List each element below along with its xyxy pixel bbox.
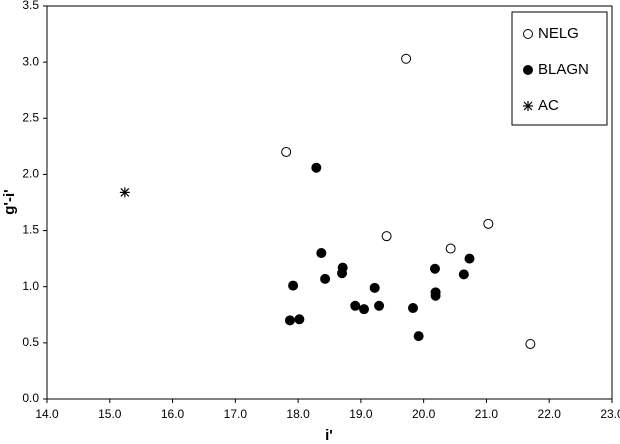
point (320, 273, 331, 284)
point (294, 314, 305, 325)
y-tick-label: 1.0 (22, 279, 39, 293)
legend-marker (523, 29, 533, 39)
point (401, 53, 412, 64)
point (381, 231, 392, 242)
x-tick-label: 21.0 (475, 407, 499, 421)
y-tick-label: 3.5 (22, 0, 39, 12)
point (374, 300, 385, 311)
x-tick-label: 18.0 (286, 407, 310, 421)
y-tick-label: 3.0 (22, 54, 39, 68)
point (458, 269, 469, 280)
point (483, 218, 494, 229)
legend-marker (523, 65, 533, 75)
point (369, 282, 380, 293)
y-tick-label: 1.5 (22, 223, 39, 237)
point (316, 248, 327, 259)
y-axis-title: g'-i' (1, 189, 18, 214)
point (413, 331, 424, 342)
point (407, 303, 418, 314)
point (430, 290, 441, 301)
x-tick-label: 23.0 (600, 407, 620, 421)
y-tick-label: 0.5 (22, 335, 39, 349)
point (525, 338, 536, 349)
x-tick-label: 19.0 (349, 407, 373, 421)
point (429, 263, 440, 274)
legend-label: AC (538, 97, 559, 114)
x-tick-label: 15.0 (98, 407, 122, 421)
point (311, 162, 322, 173)
y-tick-label: 2.5 (22, 110, 39, 124)
legend-label: NELG (538, 25, 579, 42)
x-tick-label: 22.0 (538, 407, 562, 421)
legend-label: BLAGN (538, 61, 589, 78)
point (359, 304, 370, 315)
x-tick-label: 17.0 (224, 407, 248, 421)
x-tick-label: 20.0 (412, 407, 436, 421)
plot-frame (46, 5, 613, 400)
point (284, 315, 295, 326)
point (350, 300, 361, 311)
legend-marker (523, 101, 533, 111)
y-tick-label: 2.0 (22, 167, 39, 181)
point (281, 146, 292, 157)
x-tick-label: 16.0 (161, 407, 185, 421)
point (119, 187, 130, 198)
y-tick-label: 0.0 (22, 391, 39, 405)
point (288, 280, 299, 291)
point (464, 253, 475, 264)
x-axis-title: i' (325, 427, 333, 444)
point (445, 243, 456, 254)
x-tick-label: 14.0 (35, 407, 59, 421)
point (337, 268, 348, 279)
